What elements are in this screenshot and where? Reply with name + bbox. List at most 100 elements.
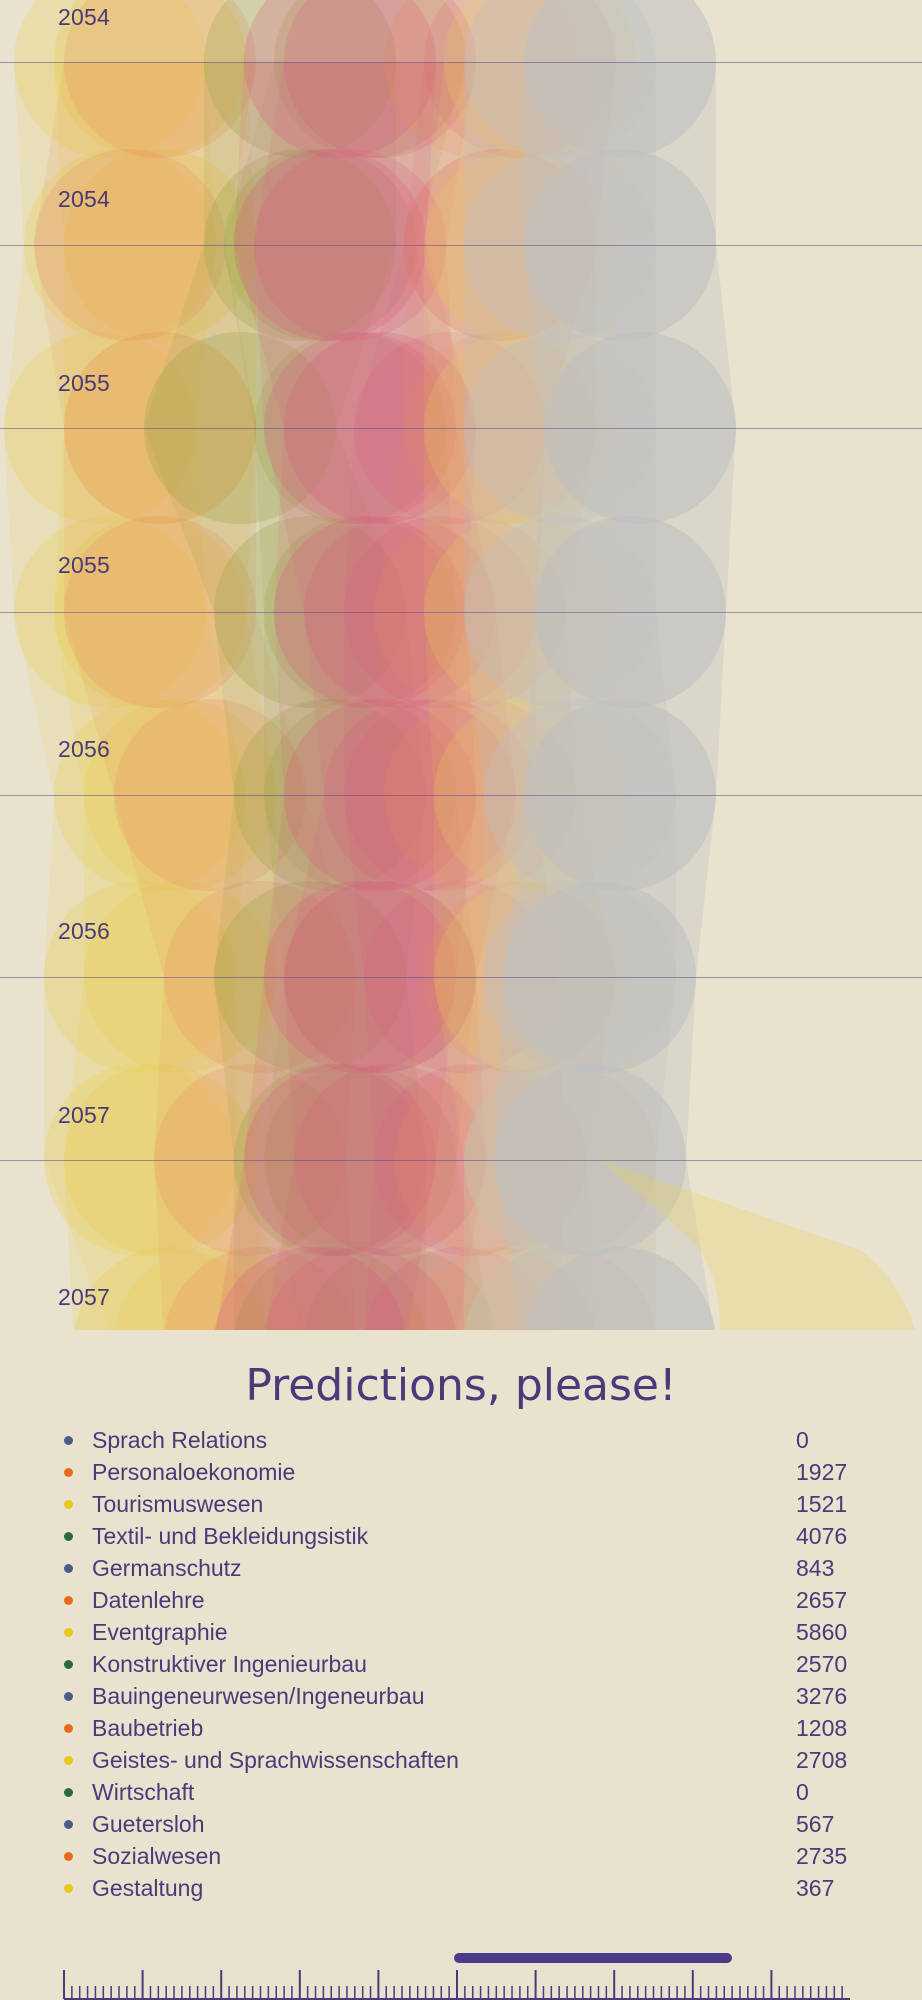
stream-bubble — [204, 0, 396, 158]
list-item[interactable]: Datenlehre 2657 — [58, 1584, 858, 1616]
stream-band — [144, 428, 406, 612]
list-item[interactable]: Sozialwesen 2735 — [58, 1840, 858, 1872]
stream-bubble — [274, 0, 466, 158]
bullet-dot-icon — [64, 1692, 73, 1701]
stream-band — [254, 245, 456, 428]
stream-band — [214, 795, 426, 977]
list-item[interactable]: Tourismuswesen 1521 — [58, 1488, 858, 1520]
prediction-name: Eventgraphie — [92, 1619, 228, 1645]
stream-band — [344, 795, 556, 977]
stream-bubble — [54, 0, 246, 158]
list-item[interactable]: Wirtschaft 0 — [58, 1776, 858, 1808]
stream-band — [274, 612, 476, 795]
prediction-name: Tourismuswesen — [92, 1491, 264, 1517]
bullet-dot-icon — [64, 1628, 73, 1637]
stream-bubble — [234, 1247, 426, 1330]
list-item[interactable]: Geistes- und Sprachwissenschaften 2708 — [58, 1744, 858, 1776]
bullet-dot-icon — [64, 1788, 73, 1797]
row-divider — [0, 612, 922, 613]
bullet-dot-icon — [64, 1724, 73, 1733]
stream-band — [464, 245, 656, 428]
prediction-name: Konstruktiver Ingenieurbau — [92, 1651, 367, 1677]
prediction-value: 1208 — [796, 1715, 848, 1741]
stream-band — [84, 795, 276, 977]
prediction-value: 2570 — [796, 1651, 848, 1677]
bullet-dot-icon — [64, 1756, 73, 1765]
prediction-value: 2657 — [796, 1587, 848, 1613]
stream-band — [44, 1160, 302, 1330]
prediction-name: Wirtschaft — [92, 1779, 195, 1805]
bullet-dot-icon — [64, 1564, 73, 1573]
row-divider — [0, 62, 922, 63]
prediction-name: Geistes- und Sprachwissenschaften — [92, 1747, 459, 1773]
stream-band — [464, 62, 656, 245]
stream-bubble — [74, 1247, 266, 1330]
prediction-value: 5860 — [796, 1619, 848, 1645]
predictions-title: Predictions, please! — [245, 1360, 677, 1411]
stream-band — [154, 1160, 356, 1330]
stream-band — [64, 428, 256, 612]
prediction-value: 2708 — [796, 1747, 848, 1773]
stream-band — [284, 795, 516, 977]
year-label: 2055 — [58, 552, 110, 578]
stream-band — [144, 245, 396, 428]
stream-bubble — [364, 1247, 556, 1330]
stream-band — [34, 245, 256, 428]
row-divider — [0, 245, 922, 246]
prediction-name: Baubetrieb — [92, 1715, 204, 1741]
stream-band — [264, 612, 456, 795]
stream-band — [344, 612, 536, 795]
stream-band — [34, 62, 256, 245]
timeline-scrubber-handle[interactable] — [454, 1953, 732, 1963]
stream-band — [284, 977, 486, 1160]
stream-band — [234, 245, 476, 428]
list-item[interactable]: Bauingeneurwesen/Ingeneurbau 3276 — [58, 1680, 858, 1712]
stream-band — [354, 245, 596, 428]
stream-band — [54, 62, 256, 245]
stream-band — [484, 795, 676, 977]
list-item[interactable]: Baubetrieb 1208 — [58, 1712, 858, 1744]
bullet-dot-icon — [64, 1500, 73, 1509]
bullet-dot-icon — [64, 1884, 73, 1893]
list-item[interactable]: Sprach Relations 0 — [58, 1424, 858, 1456]
prediction-value: 1521 — [796, 1491, 848, 1517]
prediction-name: Sozialwesen — [92, 1843, 222, 1869]
year-label: 2054 — [58, 4, 110, 30]
timeline-ruler[interactable] — [0, 1960, 922, 2000]
year-label: 2057 — [58, 1284, 110, 1310]
prediction-name: Bauingeneurwesen/Ingeneurbau — [92, 1683, 425, 1709]
year-label: 2056 — [58, 736, 110, 762]
stream-band — [244, 977, 456, 1160]
stream-bubble — [64, 0, 256, 158]
stream-band — [224, 245, 446, 428]
list-item[interactable]: Gestaltung 367 — [58, 1872, 858, 1904]
stream-bubble — [244, 0, 436, 158]
stream-bubble — [284, 0, 476, 158]
bullet-dot-icon — [64, 1468, 73, 1477]
stream-band — [154, 977, 356, 1160]
stream-band — [4, 245, 216, 428]
stream-band — [464, 612, 676, 795]
year-label: 2055 — [58, 370, 110, 396]
predictions-list: Sprach Relations 0 Personaloekonomie 1927 … — [58, 1424, 858, 1904]
bullet-dot-icon — [64, 1852, 73, 1861]
list-item[interactable]: Guetersloh 567 — [58, 1808, 858, 1840]
list-item[interactable]: Personaloekonomie 1927 — [58, 1456, 858, 1488]
list-item[interactable]: Germanschutz 843 — [58, 1552, 858, 1584]
prediction-name: Personaloekonomie — [92, 1459, 296, 1485]
stream-tail — [600, 1160, 915, 1330]
stream-bubble — [464, 1247, 656, 1330]
prediction-name: Textil- und Bekleidungsistik — [92, 1523, 369, 1549]
bullet-dot-icon — [64, 1596, 73, 1605]
prediction-value: 4076 — [796, 1523, 848, 1549]
list-item[interactable]: Konstruktiver Ingenieurbau 2570 — [58, 1648, 858, 1680]
list-item[interactable]: Textil- und Bekleidungsistik 4076 — [58, 1520, 858, 1552]
bullet-dot-icon — [64, 1660, 73, 1669]
stream-band — [234, 62, 436, 245]
list-item[interactable]: Eventgraphie 5860 — [58, 1616, 858, 1648]
stream-band — [266, 1160, 486, 1330]
stream-band — [374, 428, 596, 612]
year-label: 2054 — [58, 186, 110, 212]
prediction-value: 567 — [796, 1811, 835, 1837]
prediction-value: 2735 — [796, 1843, 848, 1869]
